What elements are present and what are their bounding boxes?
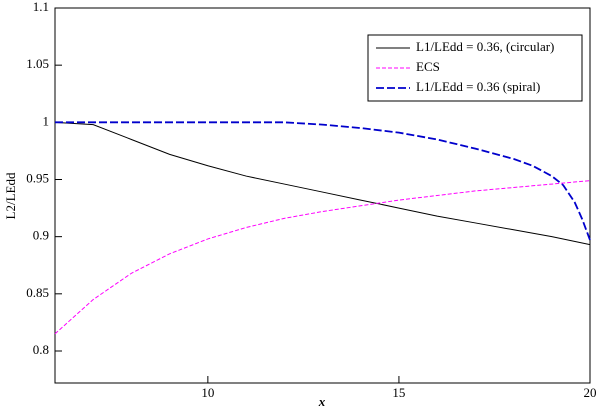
x-tick-label: 20 xyxy=(584,385,597,400)
plot-frame xyxy=(54,7,591,384)
legend-label: L1/LEdd = 0.36 (spiral) xyxy=(416,79,540,94)
y-axis-label: L2/LEdd xyxy=(3,172,18,219)
x-tick-label: 10 xyxy=(201,385,214,400)
y-tick-label: 0.8 xyxy=(33,342,49,357)
y-tick-label: 1.05 xyxy=(26,56,49,71)
series-line xyxy=(55,121,591,241)
x-tick-label: 15 xyxy=(392,385,405,400)
y-tick-label: 1.1 xyxy=(33,0,49,14)
y-tick-label: 0.9 xyxy=(33,228,49,243)
y-tick-label: 0.95 xyxy=(26,170,49,185)
series-line xyxy=(54,121,591,246)
y-tick-label: 0.85 xyxy=(26,285,49,300)
legend-label: L1/LEdd = 0.36, (circular) xyxy=(416,39,554,54)
x-axis-label: x xyxy=(318,394,326,409)
series-line xyxy=(54,180,591,335)
y-tick-label: 1 xyxy=(43,113,50,128)
legend-label: ECS xyxy=(416,59,440,74)
